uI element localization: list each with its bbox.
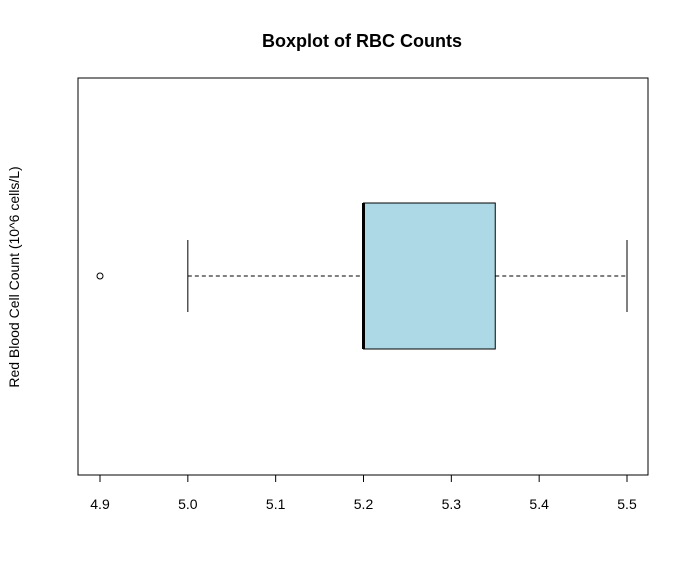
x-tick-label: 5.5: [617, 496, 637, 512]
x-tick-label: 5.2: [354, 496, 374, 512]
chart-title: Boxplot of RBC Counts: [262, 31, 462, 51]
x-tick-label: 5.4: [529, 496, 549, 512]
y-axis-label: Red Blood Cell Count (10^6 cells/L): [6, 166, 22, 387]
outlier-point: [96, 272, 104, 280]
box-plot: [96, 202, 628, 350]
x-axis: 4.9 5.0 5.1 5.2 5.3 5.4 5.5: [90, 474, 637, 512]
x-tick-label: 5.1: [266, 496, 286, 512]
x-tick-label: 4.9: [90, 496, 110, 512]
iqr-box: [363, 202, 496, 350]
x-tick-label: 5.3: [442, 496, 462, 512]
x-tick-label: 5.0: [178, 496, 198, 512]
